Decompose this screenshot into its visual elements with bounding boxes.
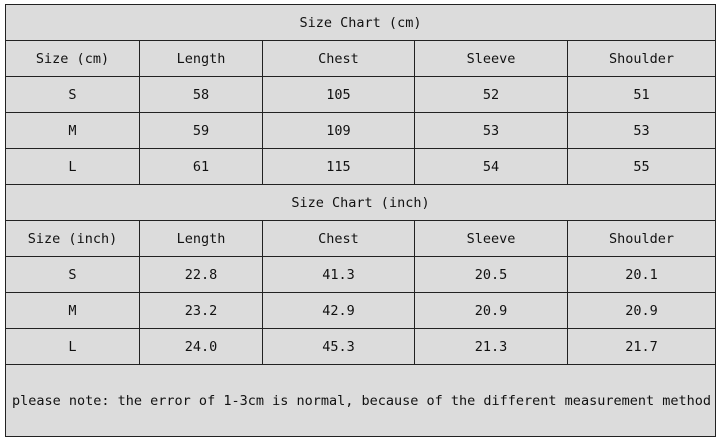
table-cell: 24.0 xyxy=(139,328,263,365)
table-row: M 59 109 53 53 xyxy=(5,112,716,149)
inch-chart-title: Size Chart (inch) xyxy=(5,184,716,221)
table-cell: 41.3 xyxy=(262,256,415,293)
inch-header-row: Size (inch) Length Chest Sleeve Shoulder xyxy=(5,220,716,257)
column-header: Size (cm) xyxy=(5,40,140,77)
table-cell: 45.3 xyxy=(262,328,415,365)
table-cell: 58 xyxy=(139,76,263,113)
table-cell: L xyxy=(5,148,140,185)
size-chart-table: Size Chart (cm) Size (cm) Length Chest Sleev… xyxy=(5,4,716,437)
table-row: S 22.8 41.3 20.5 20.1 xyxy=(5,256,716,293)
inch-title-row: Size Chart (inch) xyxy=(5,184,716,221)
measurement-note: please note: the error of 1-3cm is norma… xyxy=(5,364,716,437)
table-cell: 22.8 xyxy=(139,256,263,293)
table-cell: 20.5 xyxy=(414,256,568,293)
table-cell: 53 xyxy=(414,112,568,149)
cm-header-row: Size (cm) Length Chest Sleeve Shoulder xyxy=(5,40,716,77)
table-cell: 55 xyxy=(567,148,716,185)
table-cell: 51 xyxy=(567,76,716,113)
table-cell: 59 xyxy=(139,112,263,149)
table-cell: 20.1 xyxy=(567,256,716,293)
table-cell: 52 xyxy=(414,76,568,113)
column-header: Shoulder xyxy=(567,40,716,77)
table-cell: M xyxy=(5,292,140,329)
cm-chart-title: Size Chart (cm) xyxy=(5,4,716,41)
column-header: Chest xyxy=(262,40,415,77)
table-cell: 61 xyxy=(139,148,263,185)
table-cell: S xyxy=(5,76,140,113)
cm-title-row: Size Chart (cm) xyxy=(5,4,716,41)
column-header: Chest xyxy=(262,220,415,257)
table-cell: 115 xyxy=(262,148,415,185)
column-header: Sleeve xyxy=(414,40,568,77)
table-row: L 61 115 54 55 xyxy=(5,148,716,185)
table-cell: M xyxy=(5,112,140,149)
column-header: Length xyxy=(139,40,263,77)
column-header: Shoulder xyxy=(567,220,716,257)
note-row: please note: the error of 1-3cm is norma… xyxy=(5,364,716,437)
table-cell: L xyxy=(5,328,140,365)
column-header: Size (inch) xyxy=(5,220,140,257)
table-cell: 21.3 xyxy=(414,328,568,365)
table-cell: 105 xyxy=(262,76,415,113)
table-row: M 23.2 42.9 20.9 20.9 xyxy=(5,292,716,329)
table-cell: 42.9 xyxy=(262,292,415,329)
table-row: L 24.0 45.3 21.3 21.7 xyxy=(5,328,716,365)
column-header: Length xyxy=(139,220,263,257)
table-cell: 54 xyxy=(414,148,568,185)
table-cell: 20.9 xyxy=(567,292,716,329)
table-cell: S xyxy=(5,256,140,293)
table-cell: 20.9 xyxy=(414,292,568,329)
table-cell: 109 xyxy=(262,112,415,149)
table-row: S 58 105 52 51 xyxy=(5,76,716,113)
table-cell: 23.2 xyxy=(139,292,263,329)
table-cell: 53 xyxy=(567,112,716,149)
table-cell: 21.7 xyxy=(567,328,716,365)
column-header: Sleeve xyxy=(414,220,568,257)
